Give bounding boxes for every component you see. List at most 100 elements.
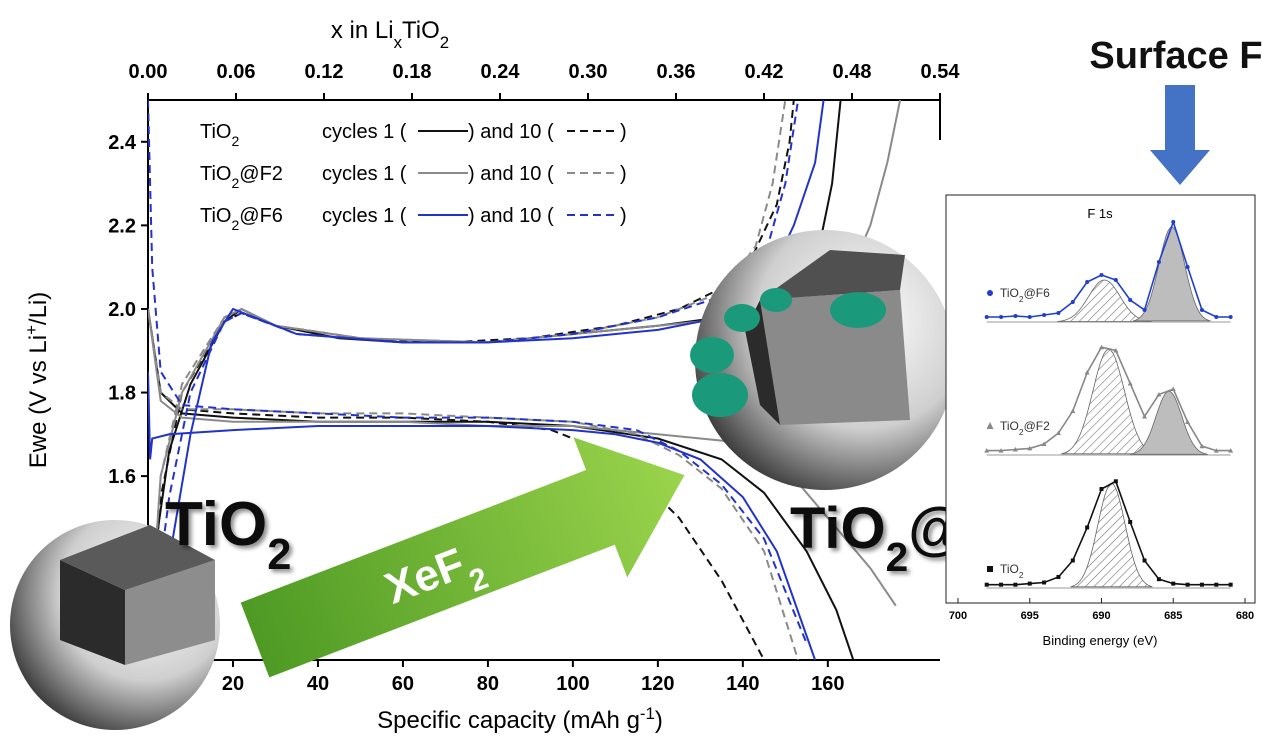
spectrum-line	[986, 480, 1231, 586]
data-point	[1228, 315, 1233, 319]
xps-inset: 700 695 690 685 680 Binding energy (eV) F 1s Ti…	[945, 194, 1256, 648]
x2-tick-label: 0.24	[481, 61, 521, 83]
data-point	[1070, 300, 1075, 304]
data-point	[1013, 314, 1018, 318]
text-part: TiO	[1000, 562, 1019, 576]
fluorine-blob	[830, 292, 886, 328]
data-point	[1127, 381, 1133, 386]
fit-component	[1061, 348, 1157, 455]
legend-text: ) and 10 (	[468, 163, 554, 185]
y-tick-label: 1.6	[108, 466, 136, 488]
x2-tick-label: 0.18	[393, 61, 432, 83]
data-point	[1056, 311, 1061, 315]
x2-tick-label: 0.12	[305, 61, 344, 83]
data-point	[998, 448, 1004, 453]
data-point	[1171, 220, 1176, 224]
text-part: Specific capacity (mAh g	[377, 707, 640, 734]
x-tick-label: 120	[641, 673, 674, 695]
sphere-cut	[760, 250, 905, 300]
x-tick-label: 100	[556, 673, 589, 695]
text-part: 2	[231, 217, 239, 233]
data-point	[1128, 298, 1133, 302]
series-label: TiO2@F2	[1000, 419, 1050, 437]
x-tick-label: 140	[726, 673, 759, 695]
data-point	[1070, 558, 1075, 563]
spectrum-line	[986, 219, 1231, 318]
data-point	[1156, 577, 1161, 582]
legend-label: TiO2@F2	[200, 163, 283, 191]
text-part: )	[655, 707, 663, 734]
data-point	[1185, 419, 1191, 424]
text-part: /Li)	[25, 292, 52, 325]
x-tick-label: 80	[477, 673, 499, 695]
data-point	[1142, 414, 1148, 419]
x-tick-label: 20	[222, 673, 244, 695]
series-label: TiO2@F6	[1000, 286, 1050, 304]
text-part: TiO	[1000, 419, 1019, 433]
x-tick-label: 695	[1021, 610, 1039, 622]
text-part: -1	[640, 704, 655, 723]
data-point	[1084, 370, 1090, 375]
text-part: TiO	[200, 163, 231, 185]
x2-tick-label: 0.48	[833, 61, 872, 83]
text-part: 2	[1019, 427, 1024, 437]
x2-tick-label: 0.06	[217, 61, 256, 83]
text-part: 2	[886, 534, 909, 580]
data-point	[1056, 575, 1061, 579]
fluorine-blob	[724, 304, 760, 332]
data-point	[1142, 308, 1147, 312]
x-tick-label: 40	[307, 673, 329, 695]
fit-component	[1056, 279, 1152, 322]
data-point	[1128, 520, 1133, 524]
legend-marker	[986, 422, 994, 429]
x-axis-title: Binding energy (eV)	[1043, 633, 1158, 648]
sphere-cut	[125, 560, 215, 665]
data-point	[1027, 445, 1033, 451]
sphere-cut	[60, 525, 215, 590]
legend-text: ) and 10 (	[468, 121, 554, 143]
text-part: 2	[231, 133, 239, 149]
legend-text: cycles 1 (	[322, 205, 407, 227]
legend-label: TiO2	[200, 121, 239, 149]
text-part: TiO	[402, 17, 440, 44]
fluorine-blob	[760, 288, 792, 312]
legend-text: )	[620, 163, 627, 185]
legend-text: ) and 10 (	[468, 205, 554, 227]
x-tick-label: 690	[1092, 610, 1110, 622]
legend-text: cycles 1 (	[322, 163, 407, 185]
legend-text: )	[620, 121, 627, 143]
text-part: TiO	[200, 205, 231, 227]
data-point	[999, 315, 1004, 319]
data-point	[1171, 581, 1176, 586]
x2-tick-label: 0.42	[745, 61, 784, 83]
surface-f-label: Surface F	[1089, 35, 1262, 77]
data-point	[1228, 448, 1234, 453]
sphere-tio2f	[690, 230, 955, 490]
data-point	[999, 582, 1004, 587]
x-axis-title: Specific capacity (mAh g-1)	[377, 704, 663, 735]
legend-marker	[987, 290, 993, 296]
text-part: 2	[440, 33, 449, 52]
decorations: XeF2 TiO2 TiO2@F Surface F	[10, 35, 1262, 730]
text-part: 2	[1019, 294, 1024, 304]
data-point	[1214, 315, 1219, 319]
fluorine-blob	[692, 373, 748, 417]
text-part: Ewe (V vs Li	[25, 335, 52, 468]
text-part: @F6	[1024, 286, 1051, 300]
text-part: @F2	[1024, 419, 1051, 433]
text-part: @F6	[239, 205, 283, 227]
data-point	[1199, 308, 1204, 312]
data-point	[1042, 313, 1047, 317]
data-point	[1099, 273, 1104, 277]
x2-tick-label: 0.36	[657, 61, 696, 83]
data-point	[1085, 280, 1090, 284]
spectrum-line	[986, 346, 1231, 452]
data-point	[1027, 581, 1032, 586]
x2-axis-title: x in LixTiO2	[331, 17, 449, 52]
data-point	[1055, 430, 1061, 435]
y-tick-label: 2.2	[108, 215, 136, 237]
data-point	[1012, 447, 1018, 452]
text-part: x	[394, 33, 403, 52]
sphere-tio2	[10, 520, 220, 730]
